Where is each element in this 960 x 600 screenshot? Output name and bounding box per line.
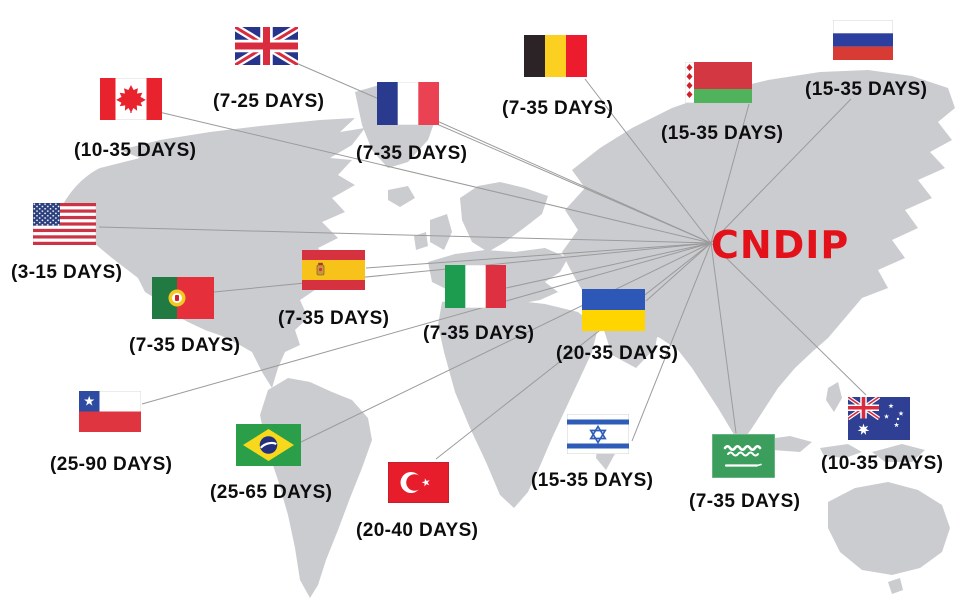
scandinavia xyxy=(460,182,548,252)
belgium-flag-icon xyxy=(524,35,587,77)
shipping-days-label: (20-35 DAYS) xyxy=(556,343,679,364)
saudi-arabia-flag-icon xyxy=(712,434,775,478)
route-turkey xyxy=(435,242,712,460)
russia-flag-icon xyxy=(833,20,893,60)
shipping-days-label: (7-35 DAYS) xyxy=(502,98,614,119)
portugal-flag-icon xyxy=(152,277,214,319)
route-australia xyxy=(710,242,867,396)
spain-flag-icon xyxy=(302,250,365,290)
shipping-days-label: (7-35 DAYS) xyxy=(129,335,241,356)
route-russia xyxy=(710,98,852,244)
route-belarus xyxy=(710,103,750,244)
shipping-days-label: (15-35 DAYS) xyxy=(805,79,928,100)
indonesia xyxy=(760,436,862,458)
spain-coat-of-arms xyxy=(316,262,325,276)
ukraine-flag-icon xyxy=(582,289,645,331)
usa-flag-icon xyxy=(33,203,96,245)
australia-flag-icon xyxy=(848,397,910,440)
turkey-flag-icon xyxy=(388,462,449,503)
brazil-flag-icon xyxy=(236,424,301,466)
shipping-days-label: (7-35 DAYS) xyxy=(278,308,390,329)
star-of-david-icon xyxy=(589,424,607,445)
shipping-days-label: (10-35 DAYS) xyxy=(821,453,944,474)
continent-africa xyxy=(438,296,598,508)
japan xyxy=(791,282,813,346)
belarus-flag-icon xyxy=(685,62,752,103)
shipping-days-label: (20-40 DAYS) xyxy=(356,520,479,541)
shipping-days-label: (7-35 DAYS) xyxy=(689,491,801,512)
continent-australia xyxy=(828,482,950,575)
continent-north-america xyxy=(60,118,365,388)
shipping-days-label: (7-35 DAYS) xyxy=(356,143,468,164)
israel-flag-icon xyxy=(567,414,629,454)
shipping-days-label: (15-35 DAYS) xyxy=(531,470,654,491)
canada-flag-icon xyxy=(100,78,162,120)
continent-asia xyxy=(562,70,955,445)
british-isles xyxy=(414,214,452,250)
route-italy xyxy=(505,242,712,289)
route-ukraine xyxy=(645,242,712,302)
route-saudi xyxy=(710,242,737,434)
shipping-days-label: (15-35 DAYS) xyxy=(661,123,784,144)
route-france xyxy=(436,120,712,244)
tasmania xyxy=(888,578,903,594)
shipping-days-label: (7-35 DAYS) xyxy=(423,323,535,344)
shipping-routes xyxy=(98,62,867,460)
union-jack-canton xyxy=(848,397,881,421)
philippines xyxy=(826,382,842,412)
shipping-days-label: (7-25 DAYS) xyxy=(213,91,325,112)
route-belgium xyxy=(584,78,712,244)
shipping-days-label: (3-15 DAYS) xyxy=(11,262,123,283)
shahada-script xyxy=(723,444,762,457)
route-usa xyxy=(98,226,712,244)
iceland xyxy=(388,186,415,207)
brand-title: CNDIP xyxy=(711,223,850,267)
route-spain xyxy=(365,242,712,269)
route-israel xyxy=(631,242,712,442)
chile-flag-icon xyxy=(79,391,141,432)
sword-icon xyxy=(724,463,762,467)
france-flag-icon xyxy=(377,82,439,125)
shipping-days-label: (25-90 DAYS) xyxy=(50,454,173,475)
uk-flag-icon xyxy=(235,27,298,65)
route-uk xyxy=(295,62,712,244)
route-chile xyxy=(141,242,712,405)
new-guinea xyxy=(872,444,925,462)
italy-flag-icon xyxy=(445,265,506,308)
shipping-days-label: (10-35 DAYS) xyxy=(74,140,197,161)
shipping-days-label: (25-65 DAYS) xyxy=(210,482,333,503)
route-brazil xyxy=(300,242,712,443)
route-canada xyxy=(158,111,712,244)
